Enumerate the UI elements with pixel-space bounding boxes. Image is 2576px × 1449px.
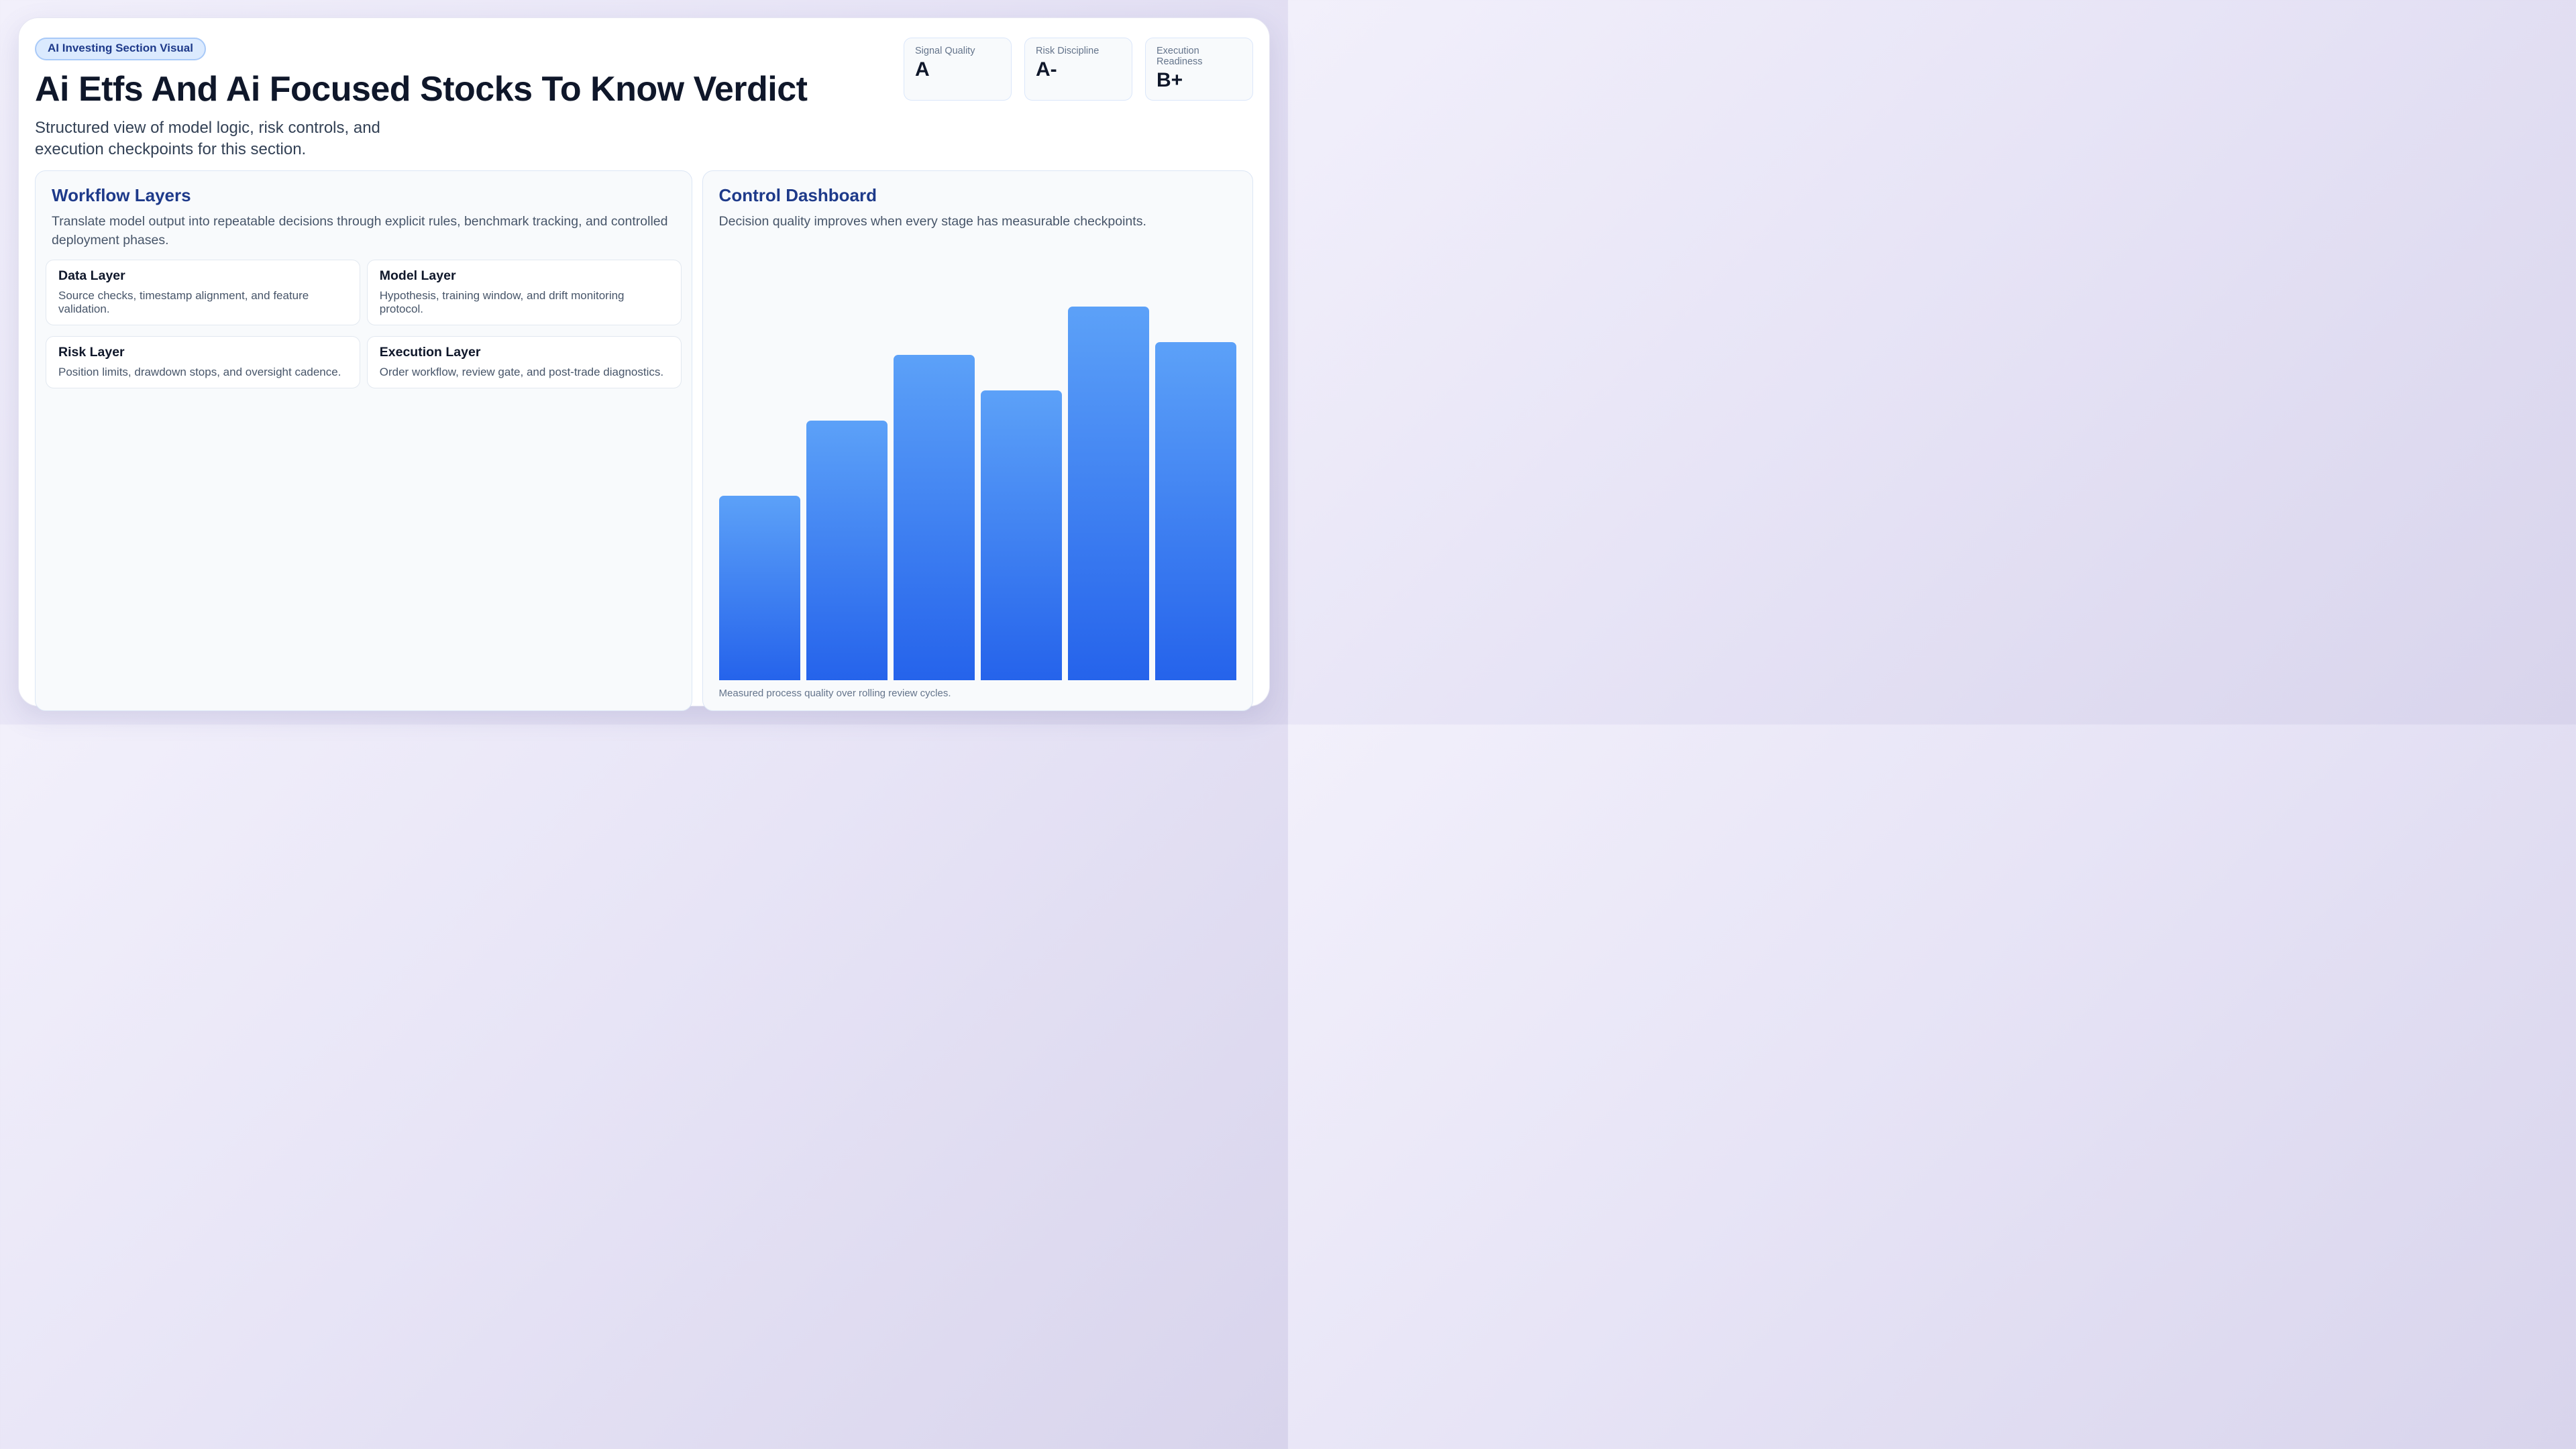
stats-row: Signal Quality A Risk Discipline A- Exec… [904, 38, 1253, 101]
layer-description: Hypothesis, training window, and drift m… [379, 288, 625, 315]
section-badge: AI Investing Section Visual [35, 38, 206, 60]
layer-card: Risk Layer Position limits, drawdown sto… [46, 335, 360, 388]
layer-title: Risk Layer [58, 344, 125, 360]
page-subtitle: Structured view of model logic, risk con… [35, 118, 380, 158]
layer-description: Source checks, timestamp alignment, and … [58, 288, 309, 315]
main-card: AI Investing Section Visual Ai Etfs And … [18, 17, 1270, 711]
chart-bar [1067, 307, 1149, 680]
layer-title: Data Layer [58, 268, 125, 283]
chart-caption: Measured process quality over rolling re… [718, 687, 951, 699]
stat-card: Risk Discipline A- [1024, 38, 1132, 101]
workflow-heading: Workflow Layers [52, 185, 191, 206]
layers-grid: Data Layer Source checks, timestamp alig… [46, 259, 682, 388]
workflow-panel: Workflow Layers Translate model output i… [35, 170, 692, 711]
layer-card: Model Layer Hypothesis, training window,… [366, 259, 682, 325]
layer-description: Position limits, drawdown stops, and ove… [58, 365, 341, 378]
header-left: AI Investing Section Visual Ai Etfs And … [35, 38, 808, 160]
content-row: Workflow Layers Translate model output i… [35, 170, 1253, 711]
stat-card: Signal Quality A [904, 38, 1012, 101]
stat-card: Execution Readiness B+ [1145, 38, 1253, 101]
stat-label: Signal Quality [915, 46, 975, 56]
page-title: Ai Etfs And Ai Focused Stocks To Know Ve… [35, 69, 808, 109]
chart-bar [718, 495, 800, 680]
stat-label: Risk Discipline [1036, 46, 1099, 56]
layer-card: Execution Layer Order workflow, review g… [366, 335, 682, 388]
dashboard-description: Decision quality improves when every sta… [718, 214, 1146, 229]
stat-value: B+ [1157, 69, 1183, 91]
stat-label: Execution Readiness [1157, 46, 1203, 67]
layer-description: Order workflow, review gate, and post-tr… [379, 365, 664, 378]
chart-bar [893, 355, 975, 680]
layer-card: Data Layer Source checks, timestamp alig… [46, 259, 360, 325]
dashboard-panel: Control Dashboard Decision quality impro… [702, 170, 1253, 711]
bar-chart [718, 241, 1237, 680]
workflow-description: Translate model output into repeatable d… [52, 214, 668, 248]
layer-title: Model Layer [379, 268, 456, 283]
stat-value: A- [1036, 58, 1057, 80]
chart-bar [1155, 341, 1237, 680]
layer-title: Execution Layer [379, 344, 481, 360]
chart-bar [806, 421, 888, 680]
dashboard-heading: Control Dashboard [718, 185, 877, 206]
chart-bar [980, 390, 1062, 680]
stat-value: A [915, 58, 930, 80]
header: AI Investing Section Visual Ai Etfs And … [35, 38, 1253, 160]
